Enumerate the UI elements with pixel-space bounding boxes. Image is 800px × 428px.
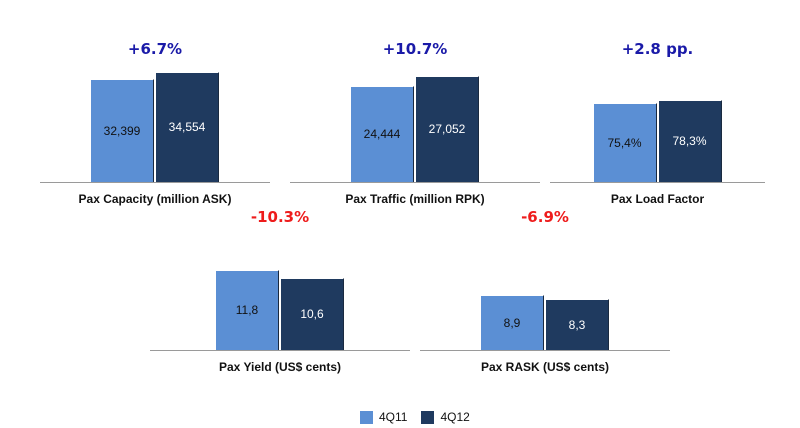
pax-yield-value-label-4q11: 11,8 (235, 303, 259, 317)
pax-rask-value-label-4q12: 8,3 (568, 317, 586, 332)
pax-yield-chart: -10.3% 11,8 10,6 Pax Yield (US$ cents) (150, 0, 410, 428)
pax-rask-value-label-4q11: 8,9 (503, 315, 521, 330)
pax-load-factor-title: Pax Load Factor (610, 192, 705, 206)
legend-swatch-4q11 (360, 410, 373, 424)
pax-rask-baseline (420, 350, 670, 351)
pax-traffic-bar-4q11: 24,444 (351, 86, 414, 182)
pax-load-factor-chart: +2.8 pp. 75,4% 78,3% Pax Load Factor (550, 0, 765, 428)
legend-label-4q12: 4Q12 (440, 410, 470, 424)
legend-item-4q12: 4Q12 (421, 410, 470, 424)
pax-capacity-bar-4q12: 34,554 (156, 72, 219, 182)
pax-traffic-value-label-4q11: 24,444 (363, 127, 401, 141)
pax-traffic-bar-4q12: 27,052 (416, 76, 479, 182)
pax-capacity-chart: +6.7% 32,399 34,554 Pax Capacity (million A… (40, 0, 270, 428)
pax-rask-title: Pax RASK (US$ cents) (480, 360, 610, 374)
pax-load-factor-value-label-4q12: 78,3% (672, 134, 707, 148)
legend: 4Q11 4Q12 (360, 409, 484, 425)
pax-load-factor-baseline (550, 182, 765, 183)
pax-yield-bar-4q12: 10,6 (281, 278, 344, 350)
pax-traffic-change-label: +10.7% (382, 40, 448, 58)
pax-rask-change-label: -6.9% (521, 208, 569, 226)
pax-yield-baseline (150, 350, 410, 351)
pax-rask-bar-4q11: 8,9 (481, 295, 544, 350)
legend-swatch-4q12 (421, 410, 435, 424)
pax-capacity-baseline (40, 182, 270, 183)
legend-label-4q11: 4Q11 (379, 410, 408, 424)
pax-load-factor-bar-4q11: 75,4% (593, 103, 657, 182)
pax-traffic-baseline (290, 182, 540, 183)
legend-item-4q11: 4Q11 (360, 410, 407, 424)
pax-yield-value-label-4q12: 10,6 (300, 307, 324, 321)
pax-capacity-change-label: +6.7% (127, 40, 183, 58)
pax-rask-bar-4q12: 8,3 (546, 299, 609, 350)
pax-capacity-title: Pax Capacity (million ASK) (78, 192, 232, 206)
pax-yield-bar-4q11: 11,8 (216, 270, 279, 350)
pax-traffic-chart: +10.7% 24,444 27,052 Pax Traffic (million R… (290, 0, 540, 428)
pax-capacity-value-label-4q12: 34,554 (168, 120, 206, 134)
pax-traffic-value-label-4q12: 27,052 (428, 122, 466, 136)
pax-yield-title: Pax Yield (US$ cents) (218, 360, 342, 374)
pax-load-factor-value-label-4q11: 75,4% (607, 135, 642, 150)
pax-rask-chart: -6.9% 8,9 8,3 Pax RASK (US$ cents) (420, 0, 670, 428)
pax-traffic-title: Pax Traffic (million RPK) (345, 192, 485, 206)
pax-capacity-bar-4q11: 32,399 (91, 79, 154, 182)
pax-load-factor-bar-4q12: 78,3% (658, 100, 722, 182)
pax-yield-change-label: -10.3% (250, 208, 310, 226)
pax-capacity-value-label-4q11: 32,399 (103, 123, 141, 138)
pax-load-factor-change-label: +2.8 pp. (621, 40, 694, 58)
